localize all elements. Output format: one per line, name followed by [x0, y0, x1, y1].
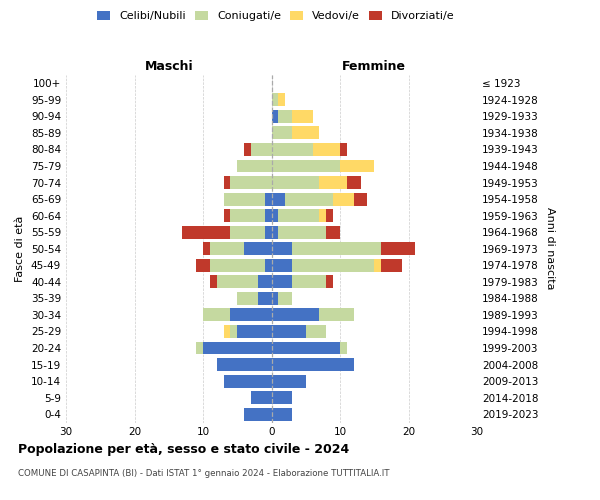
Bar — [278, 94, 285, 106]
Bar — [306, 325, 326, 338]
Bar — [230, 325, 237, 338]
Bar — [230, 176, 271, 189]
Bar — [271, 342, 340, 354]
Bar — [217, 358, 271, 371]
Bar — [196, 259, 210, 272]
Bar — [224, 192, 265, 205]
Bar — [271, 126, 292, 140]
Bar — [265, 209, 271, 222]
Bar — [196, 342, 203, 354]
Bar — [217, 276, 258, 288]
Bar — [278, 209, 319, 222]
Bar — [230, 226, 265, 238]
Bar — [271, 94, 278, 106]
Bar — [244, 242, 271, 255]
Bar — [374, 259, 381, 272]
Bar — [271, 176, 319, 189]
Bar — [271, 110, 278, 123]
Bar — [210, 259, 265, 272]
Bar — [271, 192, 285, 205]
Bar — [340, 160, 374, 172]
Bar — [265, 226, 271, 238]
Bar — [237, 325, 271, 338]
Bar — [271, 325, 306, 338]
Text: Maschi: Maschi — [145, 60, 193, 72]
Bar — [224, 176, 230, 189]
Bar — [340, 143, 347, 156]
Text: COMUNE DI CASAPINTA (BI) - Dati ISTAT 1° gennaio 2024 - Elaborazione TUTTITALIA.: COMUNE DI CASAPINTA (BI) - Dati ISTAT 1°… — [18, 469, 389, 478]
Bar — [319, 176, 347, 189]
Bar — [271, 276, 292, 288]
Bar — [244, 143, 251, 156]
Bar — [265, 192, 271, 205]
Bar — [271, 358, 354, 371]
Bar — [203, 342, 271, 354]
Bar — [224, 325, 230, 338]
Bar — [271, 259, 292, 272]
Bar — [326, 276, 333, 288]
Bar — [244, 408, 271, 420]
Bar — [381, 242, 415, 255]
Text: Femmine: Femmine — [342, 60, 406, 72]
Bar — [292, 276, 326, 288]
Bar — [271, 408, 292, 420]
Text: Popolazione per età, sesso e stato civile - 2024: Popolazione per età, sesso e stato civil… — [18, 442, 349, 456]
Bar — [340, 342, 347, 354]
Y-axis label: Anni di nascita: Anni di nascita — [545, 208, 555, 290]
Bar — [251, 143, 271, 156]
Bar — [347, 176, 361, 189]
Bar — [237, 292, 258, 305]
Bar — [292, 110, 313, 123]
Bar — [210, 242, 244, 255]
Bar — [271, 374, 306, 388]
Bar — [271, 292, 278, 305]
Bar — [278, 292, 292, 305]
Y-axis label: Fasce di età: Fasce di età — [16, 216, 25, 282]
Bar — [313, 143, 340, 156]
Bar — [271, 143, 313, 156]
Bar — [271, 242, 292, 255]
Bar — [292, 259, 374, 272]
Legend: Celibi/Nubili, Coniugati/e, Vedovi/e, Divorziati/e: Celibi/Nubili, Coniugati/e, Vedovi/e, Di… — [93, 6, 459, 26]
Bar — [182, 226, 230, 238]
Bar — [203, 242, 210, 255]
Bar — [271, 226, 278, 238]
Bar — [265, 259, 271, 272]
Bar — [292, 126, 319, 140]
Bar — [224, 374, 271, 388]
Bar — [319, 209, 326, 222]
Bar — [230, 209, 265, 222]
Bar — [271, 160, 340, 172]
Bar — [354, 192, 367, 205]
Bar — [285, 192, 333, 205]
Bar — [326, 209, 333, 222]
Bar — [224, 209, 230, 222]
Bar — [278, 110, 292, 123]
Bar — [258, 292, 271, 305]
Bar — [326, 226, 340, 238]
Bar — [292, 242, 381, 255]
Bar — [271, 391, 292, 404]
Bar — [278, 226, 326, 238]
Bar — [258, 276, 271, 288]
Bar — [271, 308, 319, 322]
Bar — [203, 308, 230, 322]
Bar — [333, 192, 354, 205]
Bar — [210, 276, 217, 288]
Bar — [381, 259, 401, 272]
Bar — [271, 209, 278, 222]
Bar — [237, 160, 271, 172]
Bar — [230, 308, 271, 322]
Bar — [251, 391, 271, 404]
Bar — [319, 308, 354, 322]
